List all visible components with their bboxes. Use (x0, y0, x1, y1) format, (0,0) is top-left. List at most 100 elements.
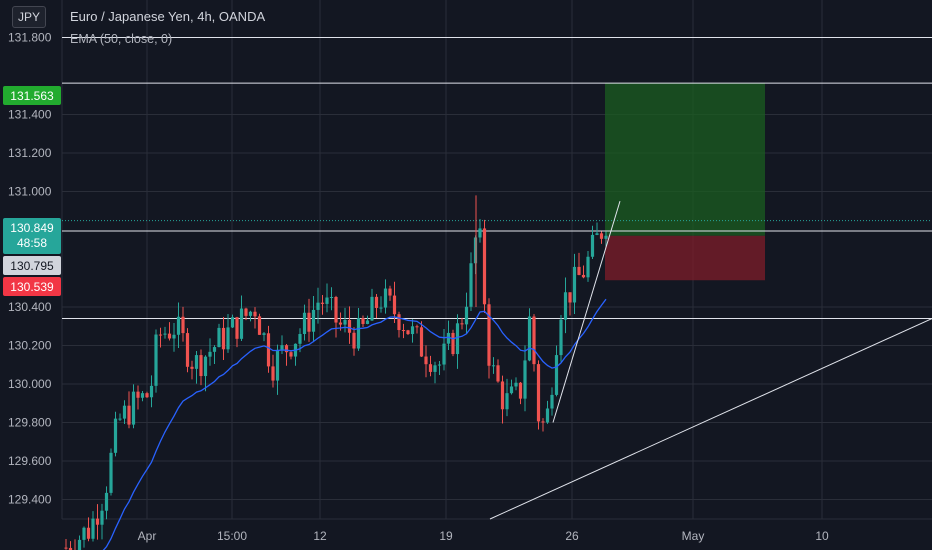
candle-body (289, 352, 293, 357)
candle-body (500, 381, 505, 410)
candle-body (482, 228, 487, 305)
candle-body (253, 311, 257, 317)
candle-body (446, 332, 451, 344)
price-axis-label: 129.800 (8, 416, 52, 430)
candle-body (113, 418, 118, 453)
candle-body (217, 327, 221, 348)
candle-body (185, 333, 190, 367)
time-axis-label: 15:00 (217, 529, 247, 543)
candle-body (230, 317, 235, 328)
candle-body (595, 233, 599, 235)
candle-body (581, 274, 586, 278)
candle-body (536, 364, 541, 422)
candle-body (392, 295, 397, 315)
candle-body (154, 334, 158, 386)
chart-title: Euro / Japanese Yen, 4h, OANDA (70, 9, 266, 24)
candle-body (550, 394, 554, 409)
candle-body (496, 365, 500, 382)
candle-body (199, 355, 203, 377)
candle-body (586, 256, 590, 278)
profit-zone (605, 83, 765, 236)
candle-body (554, 355, 559, 395)
candle-body (415, 326, 419, 328)
candle-body (527, 316, 532, 361)
candle-body (343, 319, 347, 325)
candle-body (248, 311, 253, 316)
candle-body (127, 405, 131, 425)
candle-body (428, 364, 433, 372)
time-axis-label: May (682, 529, 705, 543)
candle-body (338, 322, 343, 325)
candle-body (316, 302, 320, 310)
candle-body (176, 316, 181, 335)
candle-body (379, 307, 383, 309)
candle-body (559, 319, 563, 356)
time-axis-label: 12 (313, 529, 327, 543)
candle-body (388, 288, 392, 296)
candle-body (145, 393, 149, 398)
candle-body (329, 297, 334, 299)
candle-body (284, 345, 289, 353)
candle-body (424, 356, 428, 365)
price-axis-label: 130.400 (8, 300, 52, 314)
candle-body (334, 297, 338, 323)
candle-body (410, 326, 415, 335)
candle-body (599, 233, 604, 239)
candle-body (514, 382, 518, 387)
candle-body (131, 391, 136, 425)
candle-body (190, 366, 194, 369)
candle-body (509, 386, 514, 394)
candle-body (194, 355, 199, 369)
candle-body (311, 309, 316, 332)
candle-body (82, 527, 86, 540)
last-price-tag: 130.849 48:58 (3, 218, 61, 254)
candle-body (149, 385, 154, 398)
candle-body (262, 333, 266, 335)
candle-body (100, 510, 104, 525)
candle-body (212, 347, 217, 352)
candle-body (158, 334, 163, 336)
candle-body (77, 539, 82, 550)
candle-body (437, 364, 442, 366)
time-axis-label: 10 (815, 529, 829, 543)
candle-body (122, 405, 127, 419)
candle-body (208, 351, 212, 357)
candle-body (491, 365, 496, 367)
price-axis-label: 131.200 (8, 146, 52, 160)
price-axis-label: 130.200 (8, 339, 52, 353)
price-axis-label: 131.800 (8, 31, 52, 45)
candle-body (239, 308, 244, 339)
price-axis-label: 129.400 (8, 493, 52, 507)
candle-body (451, 332, 455, 355)
candle-body (257, 316, 262, 335)
ema-line (102, 298, 607, 550)
candle-body (487, 304, 491, 366)
indicator-legend[interactable]: EMA (50, close, 0) (70, 32, 173, 46)
last-price-value: 130.849 (10, 221, 54, 235)
symbol-badge[interactable]: JPY (12, 6, 46, 28)
candle-body (361, 318, 365, 324)
candle-body (167, 333, 172, 339)
candle-body (140, 393, 145, 398)
candle-body (442, 343, 446, 365)
candle-body (577, 266, 581, 275)
time-axis-label: 19 (439, 529, 453, 543)
candle-body (203, 356, 208, 377)
candle-body (455, 323, 460, 355)
candle-body (464, 306, 469, 325)
candle-body (383, 288, 388, 308)
candle-body (104, 492, 109, 511)
price-axis-label: 131.400 (8, 108, 52, 122)
take-profit-price-tag: 131.563 (3, 86, 61, 105)
time-axis-label: 26 (565, 529, 579, 543)
candle-body (541, 421, 545, 423)
candle-body (352, 332, 356, 349)
candle-body (275, 349, 280, 381)
candle-body (307, 312, 311, 332)
candle-body (419, 327, 424, 357)
level-price-tag: 130.795 (3, 256, 61, 275)
candle-body (478, 228, 482, 238)
candle-body (298, 334, 302, 344)
candle-body (64, 547, 68, 549)
